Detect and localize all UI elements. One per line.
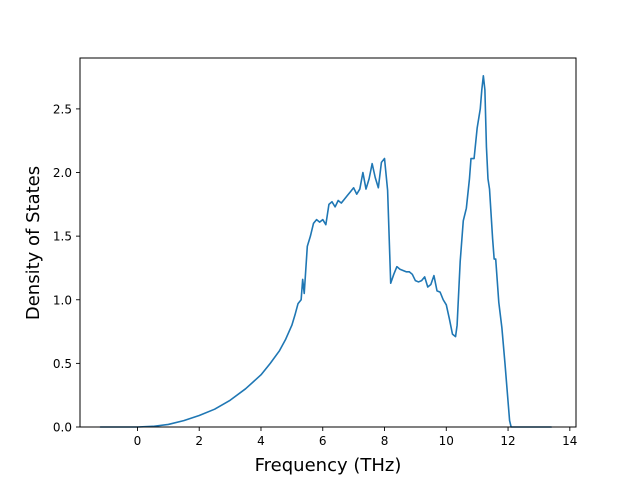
x-axis-label: Frequency (THz)	[255, 455, 402, 476]
x-tick-label: 4	[257, 434, 265, 448]
y-tick-label: 2.0	[53, 166, 72, 180]
plot-area	[99, 75, 553, 428]
dos-series-line	[99, 75, 553, 428]
axes: 0 2 4 6 8 10 12 14 0.0 0.5 1.0 1.5 2.0 2.5	[53, 57, 577, 448]
x-tick-label: 6	[319, 434, 327, 448]
x-tick-label: 14	[562, 434, 577, 448]
x-tick-label: 2	[195, 434, 203, 448]
y-tick-label: 0.0	[53, 421, 72, 435]
y-axis-label: Density of States	[23, 166, 44, 320]
x-tick-label: 10	[439, 434, 454, 448]
y-tick-label: 1.5	[53, 230, 72, 244]
x-tick-label: 0	[134, 434, 142, 448]
x-tick-label: 8	[381, 434, 389, 448]
axes-frame	[79, 57, 577, 428]
y-tick-label: 2.5	[53, 102, 72, 116]
y-tick-label: 1.0	[53, 293, 72, 307]
y-tick-label: 0.5	[53, 357, 72, 371]
x-tick-label: 12	[500, 434, 515, 448]
